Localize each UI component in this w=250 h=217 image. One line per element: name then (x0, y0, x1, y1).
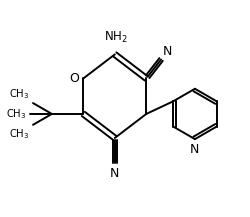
Text: N: N (110, 167, 120, 180)
Text: CH$_3$: CH$_3$ (9, 87, 29, 101)
Text: N: N (190, 143, 200, 156)
Text: N: N (162, 45, 172, 58)
Text: CH$_3$: CH$_3$ (6, 107, 26, 121)
Text: CH$_3$: CH$_3$ (9, 127, 29, 141)
Text: NH$_2$: NH$_2$ (104, 30, 128, 45)
Text: O: O (70, 72, 79, 85)
